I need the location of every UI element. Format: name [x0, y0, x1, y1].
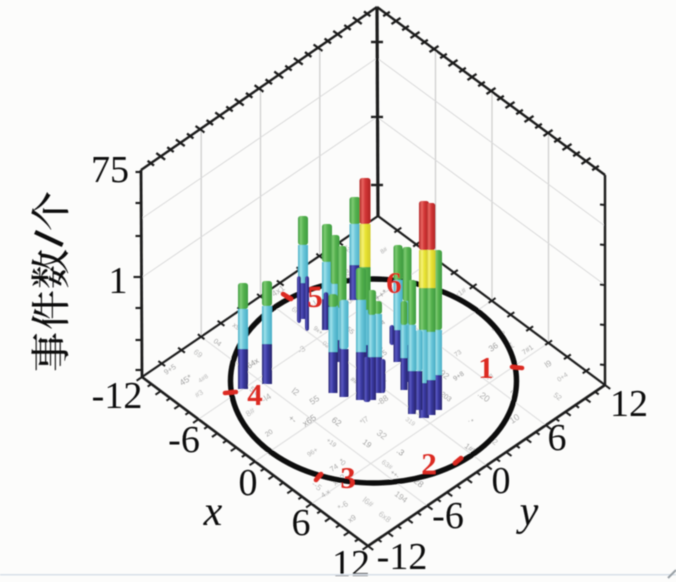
svg-text:l9: l9 [543, 358, 554, 369]
svg-text:64: 64 [377, 319, 387, 329]
svg-text:1: 1 [109, 260, 128, 302]
svg-text:-7l: -7l [485, 373, 495, 383]
svg-text:-.l: -.l [309, 300, 318, 309]
svg-text:12: 12 [610, 383, 648, 425]
svg-text:-12: -12 [377, 536, 428, 578]
svg-text:*l7: *l7 [358, 414, 370, 426]
svg-text:+-: +- [287, 413, 299, 425]
svg-text:-6: -6 [432, 495, 464, 537]
svg-text:6l: 6l [290, 304, 300, 315]
svg-text:52: 52 [552, 390, 564, 402]
svg-text:15: 15 [378, 349, 389, 360]
svg-text:0: 0 [492, 460, 511, 502]
svg-text:20: 20 [264, 428, 274, 438]
svg-text:*0: *0 [337, 457, 347, 467]
svg-text:#3: #3 [193, 388, 205, 400]
svg-text:8#: 8# [379, 246, 389, 256]
svg-text:12: 12 [332, 543, 370, 582]
svg-text:69: 69 [192, 347, 204, 359]
svg-text:.*: .* [467, 417, 475, 425]
svg-text:4.x: 4.x [320, 488, 332, 499]
svg-text:-12: -12 [92, 375, 143, 417]
svg-text:5: 5 [307, 279, 323, 314]
svg-text:4: 4 [247, 377, 263, 412]
svg-text:9x+: 9x+ [312, 325, 325, 337]
svg-text:04: 04 [212, 338, 223, 348]
svg-text:73: 73 [453, 349, 463, 359]
svg-text:2: 2 [421, 446, 437, 481]
svg-text:3: 3 [340, 460, 356, 495]
svg-text:55: 55 [345, 326, 355, 336]
svg-text:y: y [516, 489, 539, 535]
svg-text:0: 0 [239, 462, 258, 504]
svg-text:-6: -6 [168, 419, 200, 461]
svg-text:6: 6 [386, 265, 402, 300]
svg-text:120: 120 [342, 245, 354, 256]
svg-text:74: 74 [328, 462, 340, 474]
svg-text:x: x [203, 489, 223, 535]
svg-text:.3: .3 [395, 446, 407, 458]
svg-text:6: 6 [548, 417, 567, 459]
svg-text:##: ## [349, 376, 359, 386]
svg-text:1: 1 [478, 350, 494, 385]
svg-text:75: 75 [91, 149, 129, 191]
svg-text:32: 32 [375, 428, 389, 442]
svg-text:4#8: 4#8 [197, 373, 210, 385]
svg-text:l2: l2 [290, 386, 302, 398]
svg-text:++-: ++- [389, 469, 401, 480]
svg-text:l0#: l0# [345, 296, 357, 307]
svg-text:6: 6 [292, 502, 311, 544]
svg-text:x9: x9 [231, 320, 242, 332]
svg-text:x9: x9 [346, 513, 358, 525]
